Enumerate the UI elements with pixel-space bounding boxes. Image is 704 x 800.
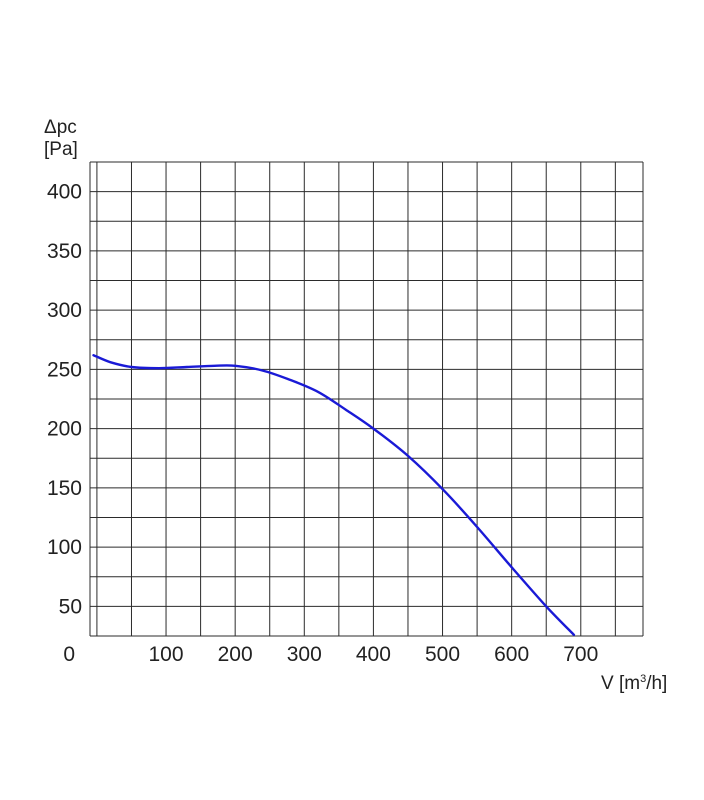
origin-label: 0 <box>63 643 75 666</box>
x-tick-label: 700 <box>563 643 598 666</box>
chart-tick-labels: 100 200 300 400 500 600 700 50 100 150 200 250 300 35… <box>47 181 598 666</box>
x-tick-label: 600 <box>494 643 529 666</box>
y-tick-label: 50 <box>59 595 82 618</box>
y-tick-label: 400 <box>47 181 82 204</box>
y-tick-label: 250 <box>47 358 82 381</box>
y-tick-label: 350 <box>47 240 82 263</box>
x-tick-label: 100 <box>149 643 184 666</box>
chart-grid <box>89 161 644 637</box>
x-tick-label: 500 <box>425 643 460 666</box>
x-tick-label: 400 <box>356 643 391 666</box>
chart-series-layer <box>92 354 576 636</box>
y-axis-label-unit: [Pa] <box>44 139 78 160</box>
y-tick-label: 150 <box>47 477 82 500</box>
x-axis-label: V [m3/h] <box>601 673 667 694</box>
y-tick-label: 200 <box>47 418 82 441</box>
y-axis-label-symbol: Δpc <box>44 117 77 138</box>
y-tick-label: 100 <box>47 536 82 559</box>
y-tick-label: 300 <box>47 299 82 322</box>
series-line <box>92 354 576 636</box>
x-tick-label: 200 <box>218 643 253 666</box>
x-tick-label: 300 <box>287 643 322 666</box>
